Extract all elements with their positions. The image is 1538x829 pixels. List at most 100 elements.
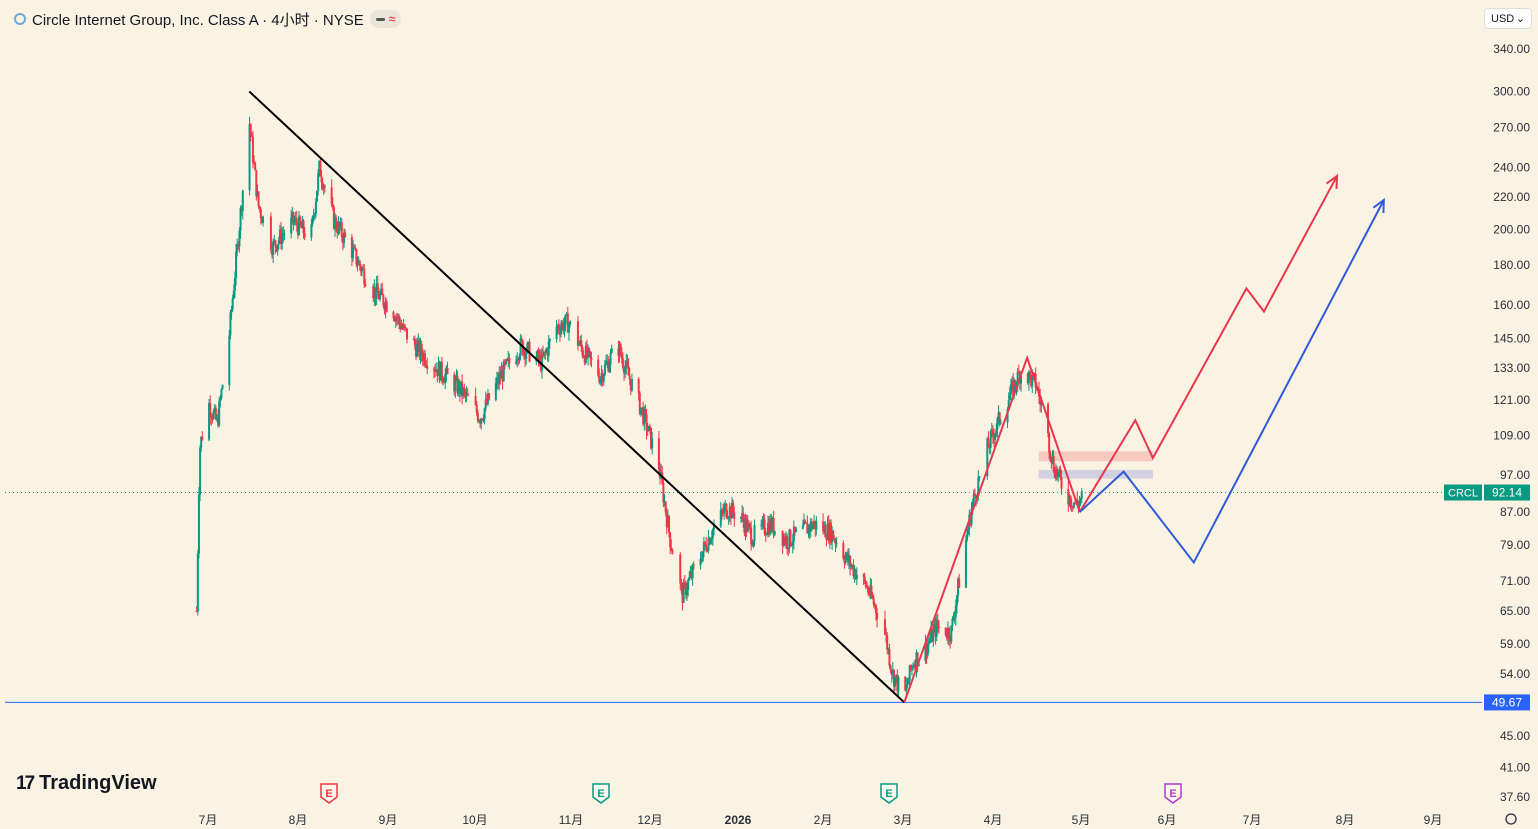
candle-body <box>657 438 660 470</box>
candle-body <box>752 541 755 546</box>
support-price-tag-bg <box>1484 694 1530 711</box>
x-tick-label: 2026 <box>725 813 752 827</box>
candle-body <box>937 626 940 628</box>
candle-body <box>560 327 563 334</box>
y-tick-label: 45.00 <box>1500 729 1530 743</box>
candle-body <box>1008 394 1011 401</box>
candle-body <box>195 611 198 613</box>
candle-body <box>894 677 897 687</box>
candle-body <box>283 233 286 235</box>
candle-body <box>949 639 952 642</box>
tradingview-logo[interactable]: 17 TradingView <box>16 772 157 795</box>
candle-body <box>465 393 468 396</box>
candle-body <box>445 367 448 375</box>
candle-body <box>463 388 466 392</box>
candle-body <box>907 680 910 685</box>
candle-body <box>651 438 654 449</box>
candle-body <box>282 234 285 236</box>
candle-body <box>692 564 695 566</box>
candle-body <box>302 220 305 234</box>
candle-body <box>603 364 606 375</box>
candle-body <box>771 518 774 531</box>
candle-body <box>650 427 653 449</box>
candle-body <box>232 290 235 299</box>
candle-body <box>517 359 520 361</box>
candle-body <box>500 370 503 379</box>
candle-body <box>813 520 816 525</box>
candle-body <box>732 502 735 513</box>
candle-body <box>936 619 939 627</box>
candle-body <box>361 268 364 272</box>
candle-body <box>958 578 961 588</box>
candle-body <box>454 379 457 392</box>
candle-body <box>933 623 936 630</box>
candle-body <box>413 339 416 346</box>
candle-body <box>599 378 602 383</box>
candle-body <box>545 349 548 353</box>
earnings-marker-label: E <box>325 788 332 800</box>
candle-body <box>602 374 605 382</box>
candle-body <box>228 335 231 386</box>
candle-body <box>630 379 633 391</box>
candle-body <box>871 596 874 599</box>
candle-body <box>863 576 866 581</box>
candle-body <box>627 366 630 376</box>
candle-body <box>312 216 315 218</box>
candle-body <box>300 224 303 229</box>
candle-body <box>930 628 933 640</box>
candle-body <box>891 670 894 675</box>
candle-body <box>1078 500 1081 507</box>
candle-body <box>681 586 684 603</box>
rally-arrow <box>903 354 1081 703</box>
candle-body <box>883 619 886 635</box>
candle-body <box>966 534 969 541</box>
candle-body <box>1013 380 1016 396</box>
candle-body <box>357 260 360 265</box>
candle-body <box>670 547 673 551</box>
candle-body <box>380 288 383 294</box>
candle-body <box>867 586 870 593</box>
candle-body <box>1009 384 1012 395</box>
y-tick-label: 97.00 <box>1500 468 1530 482</box>
candle-body <box>208 403 211 440</box>
candle-body <box>322 186 325 189</box>
candle-body <box>583 356 586 364</box>
candle-body <box>977 477 980 497</box>
candle-body <box>1053 471 1056 478</box>
candle-body <box>793 526 796 532</box>
x-tick-label: 2月 <box>814 813 833 827</box>
candle-body <box>354 247 357 250</box>
candle-body <box>580 340 583 347</box>
candle-body <box>344 232 347 238</box>
candle-body <box>835 543 838 545</box>
support-price-tag: 49.67 <box>1492 695 1522 709</box>
candle-body <box>647 425 650 431</box>
candle-body <box>211 417 214 419</box>
candle-body <box>566 313 569 333</box>
currency-select[interactable]: USD ⌄ <box>1484 8 1532 29</box>
candle-body <box>849 556 852 568</box>
market-status-badge[interactable]: ≈ <box>369 10 402 28</box>
candle-body <box>274 240 277 247</box>
candle-body <box>831 530 834 543</box>
candle-body <box>301 220 304 229</box>
candle-body <box>383 305 386 311</box>
x-tick-label: 3月 <box>894 813 913 827</box>
symbol-title[interactable]: Circle Internet Group, Inc. Class A · 4小… <box>32 11 364 29</box>
candle-body <box>944 627 947 636</box>
candle-body <box>928 639 931 643</box>
y-tick-label: 340.00 <box>1493 42 1530 56</box>
candle-body <box>271 249 274 255</box>
candle-body <box>384 301 387 311</box>
candle-body <box>680 583 683 587</box>
candle-body <box>298 216 301 235</box>
candle-body <box>484 399 487 409</box>
candle-body <box>337 222 340 234</box>
candle-body <box>825 537 828 540</box>
candle-body <box>896 674 899 692</box>
candle-body <box>335 217 338 229</box>
candle-body <box>527 342 530 344</box>
candle-body <box>908 665 911 681</box>
candle-body <box>318 161 321 174</box>
